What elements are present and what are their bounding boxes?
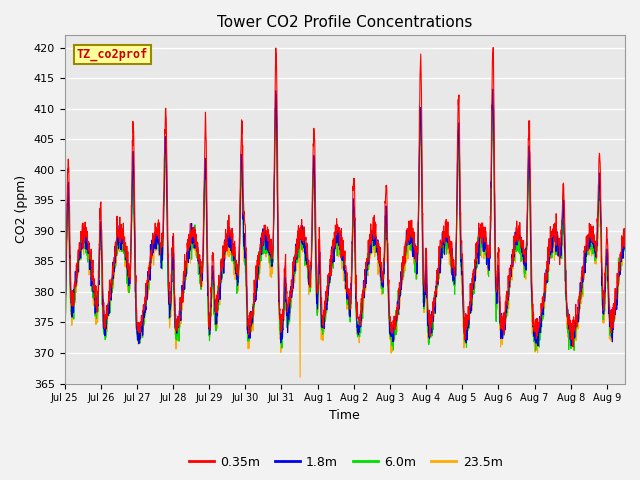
1.8m: [621, 242, 629, 248]
Legend: 0.35m, 1.8m, 6.0m, 23.5m: 0.35m, 1.8m, 6.0m, 23.5m: [184, 451, 508, 474]
23.5m: [488, 118, 496, 123]
1.8m: [93, 304, 101, 310]
1.8m: [602, 262, 610, 268]
23.5m: [536, 338, 543, 344]
6.0m: [532, 348, 540, 353]
Line: 6.0m: 6.0m: [65, 106, 625, 350]
Line: 1.8m: 1.8m: [65, 89, 625, 346]
Line: 0.35m: 0.35m: [65, 48, 625, 347]
23.5m: [93, 320, 101, 325]
6.0m: [602, 265, 610, 271]
1.8m: [429, 314, 436, 320]
6.0m: [348, 261, 356, 266]
0.35m: [93, 298, 101, 303]
X-axis label: Time: Time: [330, 409, 360, 422]
6.0m: [621, 241, 629, 247]
Y-axis label: CO2 (ppm): CO2 (ppm): [15, 175, 28, 243]
0.35m: [412, 255, 419, 261]
1.8m: [61, 321, 68, 326]
23.5m: [348, 259, 356, 264]
0.35m: [535, 321, 543, 326]
0.35m: [61, 313, 68, 319]
23.5m: [296, 374, 304, 380]
1.8m: [536, 328, 543, 334]
6.0m: [93, 308, 101, 313]
23.5m: [412, 248, 420, 254]
6.0m: [429, 321, 436, 327]
23.5m: [621, 233, 629, 239]
Line: 23.5m: 23.5m: [65, 120, 625, 377]
0.35m: [489, 45, 497, 50]
0.35m: [569, 344, 577, 350]
0.35m: [621, 226, 629, 231]
23.5m: [602, 265, 610, 271]
1.8m: [534, 343, 542, 349]
6.0m: [536, 344, 543, 350]
Text: TZ_co2prof: TZ_co2prof: [77, 48, 148, 61]
6.0m: [61, 329, 68, 335]
0.35m: [429, 307, 436, 313]
1.8m: [412, 252, 419, 257]
6.0m: [412, 255, 419, 261]
0.35m: [348, 252, 356, 257]
23.5m: [429, 319, 436, 325]
6.0m: [489, 103, 497, 108]
0.35m: [602, 252, 610, 258]
1.8m: [489, 86, 497, 92]
23.5m: [61, 327, 68, 333]
Title: Tower CO2 Profile Concentrations: Tower CO2 Profile Concentrations: [217, 15, 472, 30]
1.8m: [348, 264, 356, 269]
